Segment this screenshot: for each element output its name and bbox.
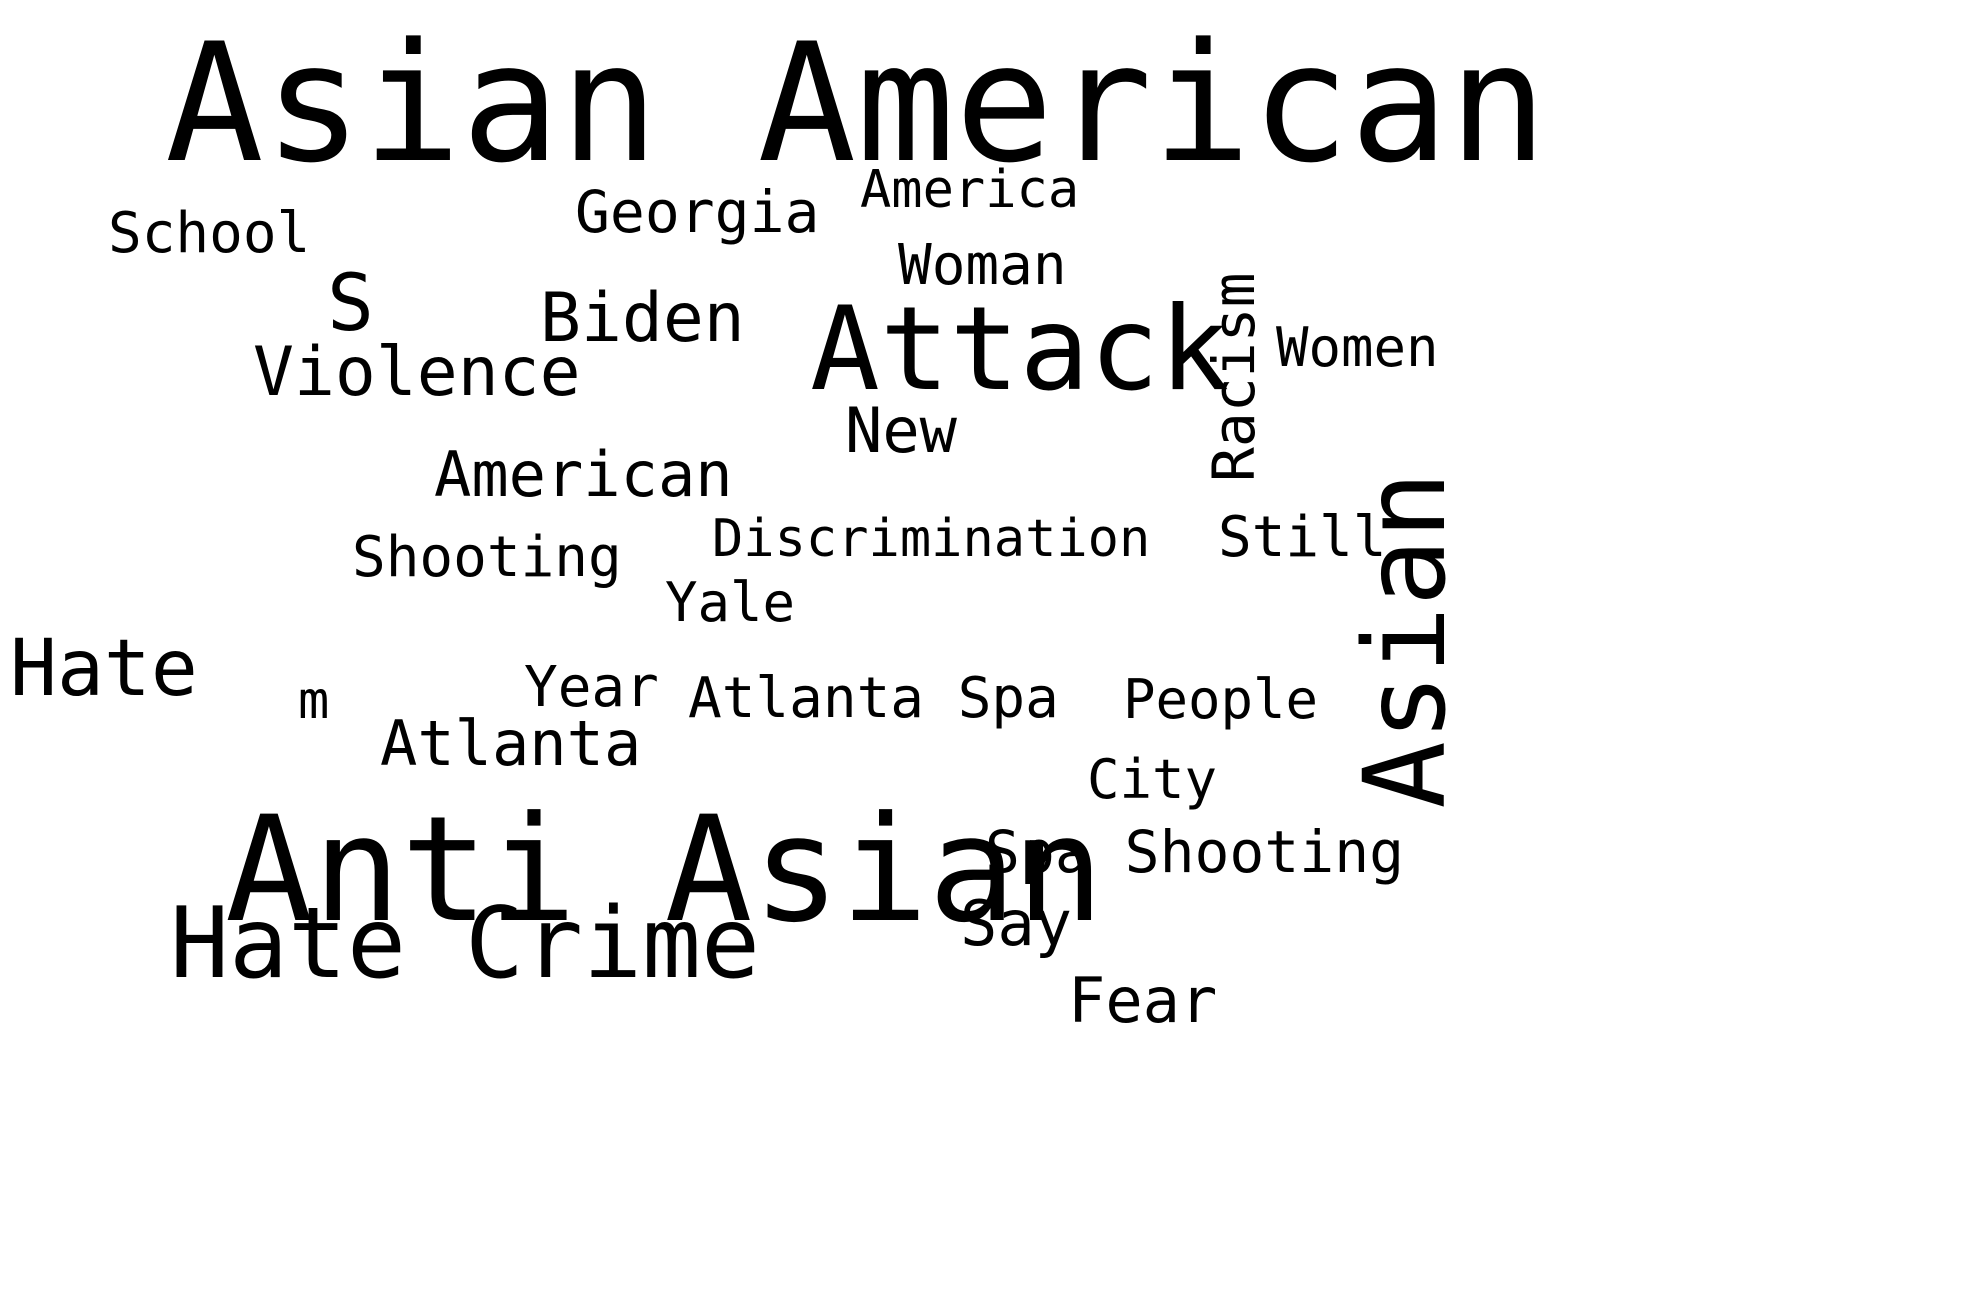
word-women: Women [1276, 316, 1439, 379]
word-attack: Attack [810, 282, 1230, 417]
word-still: Still [1218, 505, 1387, 570]
word-city: City [1087, 748, 1218, 811]
word-fear: Fear [1068, 964, 1218, 1037]
word-say: Say [960, 887, 1072, 960]
word-new: New [845, 394, 957, 467]
word-woman: Woman [898, 233, 1067, 298]
word-american: American [434, 438, 733, 511]
word-anti-asian: Anti Asian [225, 785, 1104, 955]
word-hate-crime: Hate Crime [170, 887, 761, 1001]
word-people: People [1123, 668, 1319, 731]
word-violence: Violence [253, 333, 581, 412]
word-hate: Hate [10, 624, 198, 714]
word-georgia: Georgia [575, 178, 820, 246]
word-s: S [327, 259, 374, 349]
word-atlanta-spa: Atlanta Spa [688, 666, 1059, 731]
word-year: Year [524, 655, 659, 720]
word-discrimination: Discrimination [712, 509, 1151, 569]
word-racism-vertical: Racism [1200, 272, 1268, 482]
word-yale: Yale [665, 571, 796, 634]
word-m: m [298, 671, 330, 731]
word-america: America [860, 160, 1080, 220]
word-biden: Biden [540, 279, 745, 358]
word-shooting: Shooting [352, 525, 622, 590]
word-atlanta: Atlanta [380, 707, 642, 780]
word-school: School [108, 201, 311, 266]
word-asian-american: Asian American [165, 8, 1548, 199]
word-spa-shooting: Spa Shooting [985, 818, 1405, 886]
